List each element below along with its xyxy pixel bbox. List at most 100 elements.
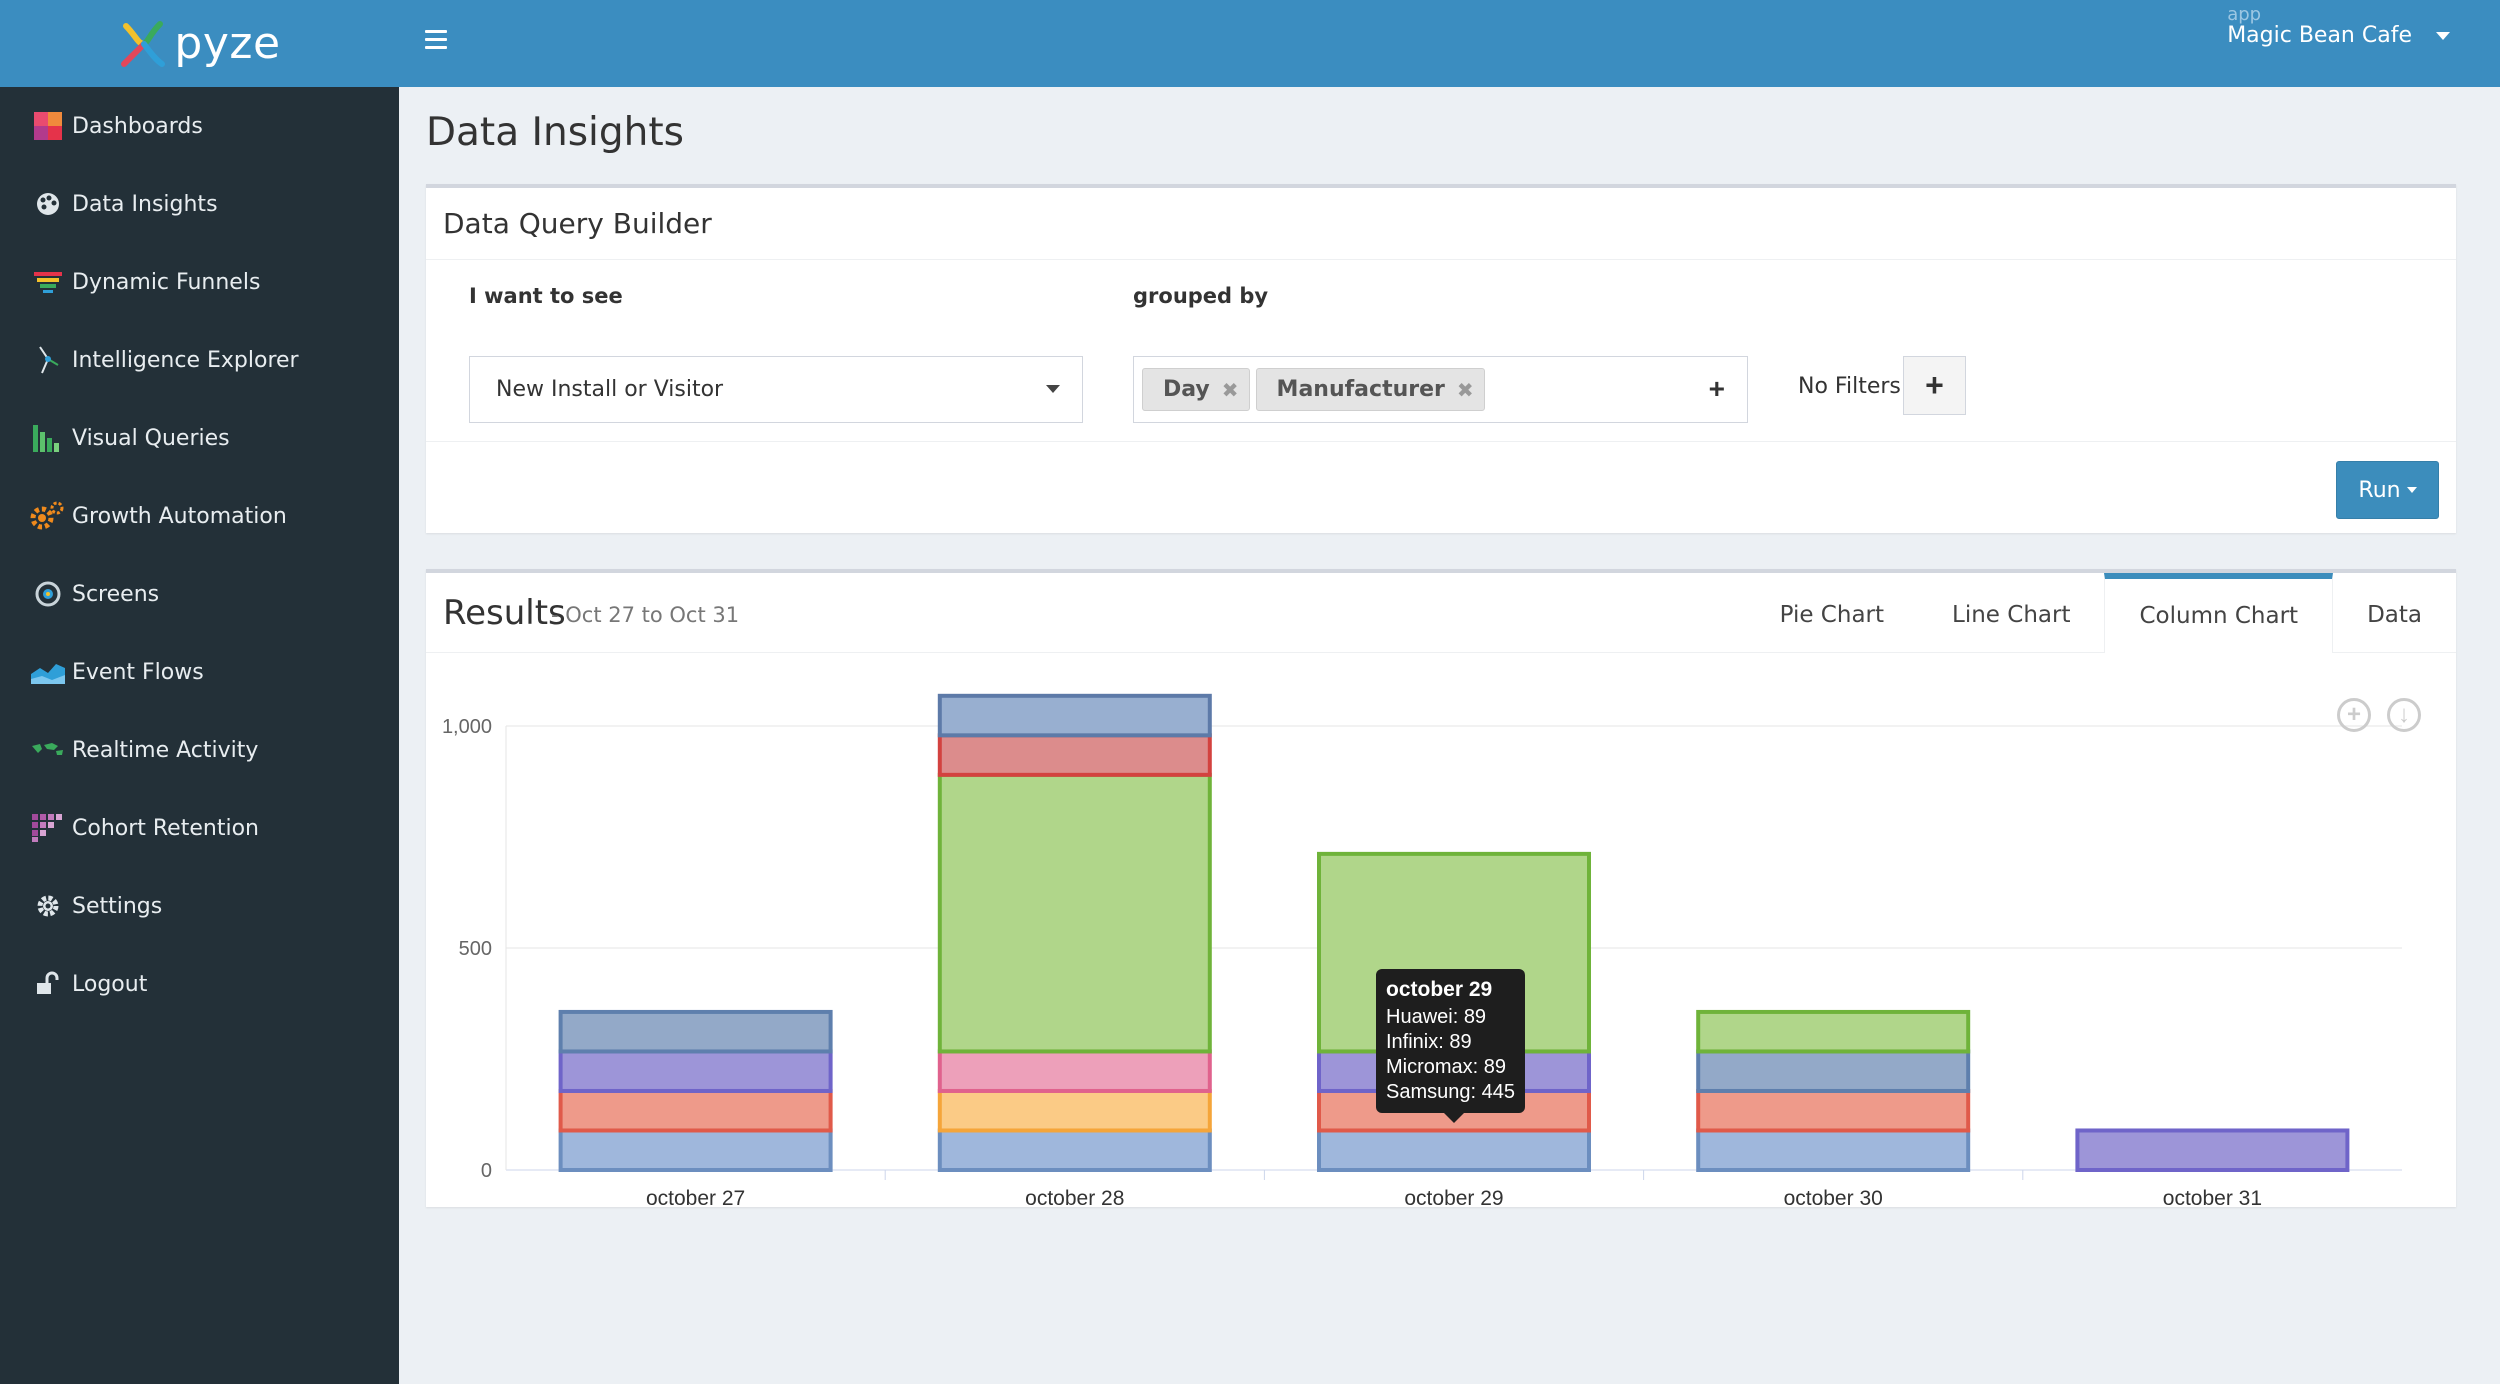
column-chart: 0 500 1,000 october 27 october 28 october 29 o… xyxy=(426,653,2456,1211)
chart-bar-segment xyxy=(937,693,1212,738)
app-caption: app xyxy=(2227,4,2262,25)
gears-icon xyxy=(30,498,66,534)
group-tag-label: Manufacturer xyxy=(1276,377,1445,402)
brand-logo[interactable]: pyze xyxy=(0,0,399,87)
chevron-down-icon xyxy=(2436,31,2450,40)
chart-tooltip: october 29 Huawei: 89 Infinix: 89 Microm… xyxy=(1376,969,1525,1123)
x-tick-label: october 30 xyxy=(1784,1187,1883,1210)
top-navbar: app Magic Bean Cafe xyxy=(399,0,2500,87)
tooltip-title: october 29 xyxy=(1386,978,1493,1001)
app-name: Magic Bean Cafe xyxy=(2227,23,2412,48)
results-date-range: - Oct 27 to Oct 31 xyxy=(551,603,740,627)
run-button-label: Run xyxy=(2358,477,2401,503)
metric-select[interactable]: New Install or Visitor xyxy=(469,356,1083,423)
chart-bar-segment xyxy=(937,1049,1212,1093)
chart-bar-segment xyxy=(1317,1128,1591,1173)
group-tag-manufacturer: Manufacturer ✖ xyxy=(1255,368,1485,411)
chart-bar-segment xyxy=(937,733,1212,777)
x-tick-label: october 29 xyxy=(1404,1187,1503,1210)
sidebar-item-dashboards[interactable]: Dashboards xyxy=(0,87,399,165)
group-tag-label: Day xyxy=(1163,377,1210,402)
y-tick-label: 500 xyxy=(459,938,492,960)
sidebar-item-label: Settings xyxy=(72,893,163,919)
sidebar-item-logout[interactable]: Logout xyxy=(0,945,399,1023)
tooltip-line: Huawei: 89 xyxy=(1386,1006,1487,1028)
chart-bar-segment xyxy=(937,1128,1212,1173)
tab-data[interactable]: Data xyxy=(2367,602,2422,628)
chart-type-tabs: Pie Chart Line Chart Column Chart Data xyxy=(1746,573,2456,653)
download-icon[interactable]: ↓ xyxy=(2387,698,2421,732)
tooltip-line: Samsung: 445 xyxy=(1386,1081,1515,1103)
filters-status: No Filters xyxy=(1798,374,1901,399)
metric-label: I want to see xyxy=(469,284,623,308)
results-title: Results xyxy=(443,593,566,633)
sidebar-item-label: Event Flows xyxy=(72,659,204,685)
explorer-icon xyxy=(30,342,66,378)
brand-name: pyze xyxy=(174,18,281,69)
results-panel: Results - Oct 27 to Oct 31 Pie Chart Lin… xyxy=(426,569,2456,1210)
query-builder-title: Data Query Builder xyxy=(443,207,712,240)
sidebar-item-label: Visual Queries xyxy=(72,425,230,451)
app-switcher[interactable]: app Magic Bean Cafe xyxy=(2227,4,2450,48)
add-group-icon[interactable]: + xyxy=(1708,373,1725,404)
dashboards-icon xyxy=(30,108,66,144)
chart-bar-segment xyxy=(937,1088,1212,1133)
x-tick-label: october 31 xyxy=(2163,1187,2262,1210)
funnel-icon xyxy=(30,264,66,300)
sidebar: pyze Dashboards Data Insights Dynamic Fu… xyxy=(0,0,399,1384)
chart-bar-segment xyxy=(1696,1088,1971,1133)
chevron-down-icon xyxy=(2406,487,2417,493)
x-tick-label: october 28 xyxy=(1025,1187,1124,1210)
unlock-icon xyxy=(30,966,66,1002)
run-button[interactable]: Run xyxy=(2336,461,2439,519)
sidebar-item-realtime-activity[interactable]: Realtime Activity xyxy=(0,711,399,789)
query-builder-panel: Data Query Builder I want to see grouped… xyxy=(426,184,2456,533)
chart-bar-segment xyxy=(1696,1049,1971,1093)
sidebar-item-label: Growth Automation xyxy=(72,503,287,529)
sidebar-item-label: Cohort Retention xyxy=(72,815,259,841)
group-by-label: grouped by xyxy=(1133,284,1269,308)
sidebar-item-label: Realtime Activity xyxy=(72,737,259,763)
chart-bar-segment xyxy=(937,772,1212,1054)
sidebar-item-visual-queries[interactable]: Visual Queries xyxy=(0,399,399,477)
sidebar-item-label: Screens xyxy=(72,581,160,607)
chart-bar-segment xyxy=(1696,1128,1971,1173)
zoom-in-icon[interactable]: + xyxy=(2337,698,2371,732)
cohort-grid-icon xyxy=(30,810,66,846)
tab-column-chart[interactable]: Column Chart xyxy=(2104,573,2334,653)
sidebar-item-label: Intelligence Explorer xyxy=(72,347,299,373)
tooltip-line: Micromax: 89 xyxy=(1386,1056,1507,1078)
sidebar-item-label: Data Insights xyxy=(72,191,218,217)
sidebar-item-settings[interactable]: Settings xyxy=(0,867,399,945)
screens-icon xyxy=(30,576,66,612)
metric-select-value: New Install or Visitor xyxy=(496,377,724,402)
group-by-input[interactable]: Day ✖ Manufacturer ✖ + xyxy=(1133,356,1748,423)
tooltip-line: Infinix: 89 xyxy=(1386,1031,1472,1053)
sidebar-item-cohort-retention[interactable]: Cohort Retention xyxy=(0,789,399,867)
tab-line-chart[interactable]: Line Chart xyxy=(1952,602,2071,628)
sidebar-item-label: Dynamic Funnels xyxy=(72,269,261,295)
chart-bar-segment xyxy=(558,1128,833,1173)
divider xyxy=(426,441,2456,442)
sidebar-item-label: Logout xyxy=(72,971,148,997)
sidebar-item-intelligence-explorer[interactable]: Intelligence Explorer xyxy=(0,321,399,399)
palette-icon xyxy=(30,186,66,222)
sidebar-item-data-insights[interactable]: Data Insights xyxy=(0,165,399,243)
y-tick-label: 1,000 xyxy=(442,716,492,738)
remove-tag-icon[interactable]: ✖ xyxy=(1221,377,1239,402)
remove-tag-icon[interactable]: ✖ xyxy=(1456,377,1474,402)
sidebar-item-screens[interactable]: Screens xyxy=(0,555,399,633)
x-tick-label: october 27 xyxy=(646,1187,745,1210)
sidebar-item-growth-automation[interactable]: Growth Automation xyxy=(0,477,399,555)
group-tag-day: Day ✖ xyxy=(1142,368,1250,411)
gear-icon xyxy=(30,888,66,924)
sidebar-item-dynamic-funnels[interactable]: Dynamic Funnels xyxy=(0,243,399,321)
tab-pie-chart[interactable]: Pie Chart xyxy=(1779,602,1885,628)
add-filter-button[interactable]: + xyxy=(1903,356,1966,415)
y-tick-label: 0 xyxy=(481,1160,492,1182)
menu-toggle-icon[interactable] xyxy=(425,30,447,50)
area-chart-icon xyxy=(30,654,66,690)
sidebar-item-event-flows[interactable]: Event Flows xyxy=(0,633,399,711)
bar-chart-icon xyxy=(30,420,66,456)
chart-bar-segment xyxy=(2075,1128,2350,1173)
